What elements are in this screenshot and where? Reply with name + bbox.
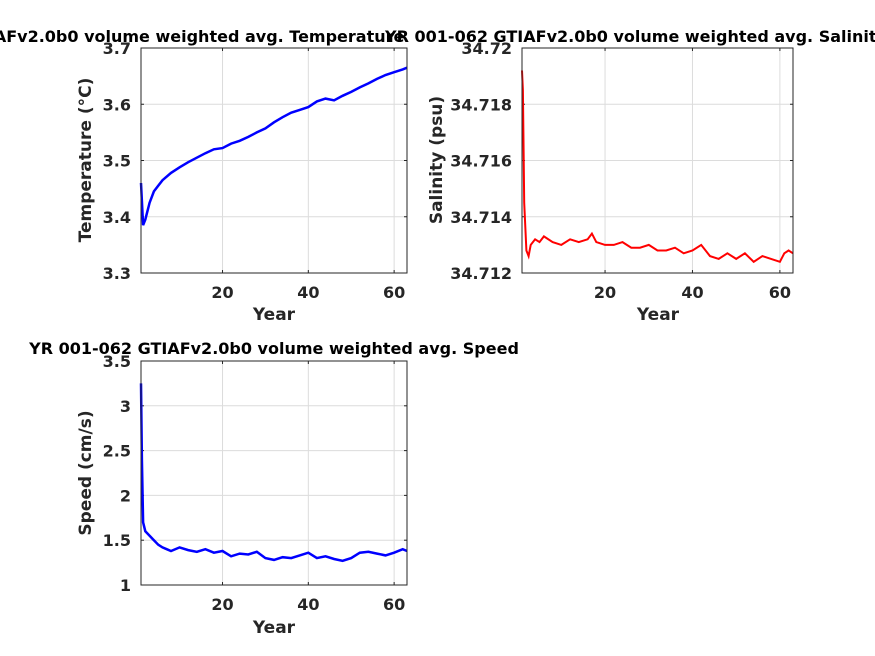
temperature-y-tick-label: 3.5 [103,152,131,171]
speed-y-tick-label: 2 [120,486,131,505]
speed-x-label: Year [252,618,296,638]
salinity-panel: 20 40 60 34.712 34.714 34.716 34.718 34.72 YR … [384,27,875,325]
speed-y-tick-label: 2.5 [103,442,131,461]
speed-x-ticks: 20 40 60 [211,361,405,614]
salinity-y-tick-label: 34.716 [450,152,512,171]
salinity-axes-frame [521,47,794,274]
speed-panel: YR 001-062 GTIAFv2.0b0 volume weighted a… [28,339,519,638]
temperature-y-tick-label: 3.6 [103,95,131,114]
temperature-series-line [139,66,408,226]
temperature-y-label: Temperature (°C) [76,78,96,243]
temperature-x-ticks: 20 40 60 [211,48,405,302]
speed-x-tick-label: 40 [297,595,319,614]
salinity-x-tick-label: 40 [681,283,703,302]
salinity-x-label: Year [636,305,680,325]
temperature-y-tick-label: 3.3 [103,264,131,283]
speed-y-tick-label: 3.5 [103,352,131,371]
temperature-y-tick-label: 3.7 [103,39,131,58]
speed-y-label: Speed (cm/s) [76,410,96,535]
temperature-title: YR 001-062 GTIAFv2.0b0 volume weighted a… [0,27,405,46]
temperature-panel: YR 001-062 GTIAFv2.0b0 volume weighted a… [0,27,408,325]
temperature-x-tick-label: 60 [383,283,405,302]
temperature-y-tick-label: 3.4 [103,208,131,227]
salinity-x-tick-label: 20 [594,283,616,302]
speed-plot-area [141,361,407,585]
speed-y-tick-label: 1.5 [103,531,131,550]
speed-x-tick-label: 20 [211,595,233,614]
salinity-y-tick-label: 34.72 [461,39,512,58]
temperature-x-tick-label: 20 [211,283,233,302]
salinity-x-tick-label: 60 [769,283,791,302]
speed-y-tick-label: 1 [120,576,131,595]
speed-x-tick-label: 60 [383,595,405,614]
speed-title: YR 001-062 GTIAFv2.0b0 volume weighted a… [28,339,519,358]
salinity-y-tick-label: 34.714 [450,208,512,227]
temperature-axes-frame [140,47,408,274]
speed-y-tick-label: 3 [120,397,131,416]
salinity-y-tick-label: 34.718 [450,95,512,114]
speed-series-line [139,383,408,563]
salinity-y-label: Salinity (psu) [427,96,447,224]
salinity-series-line [521,70,794,264]
salinity-y-tick-label: 34.712 [450,264,512,283]
temperature-x-label: Year [252,305,296,325]
salinity-y-ticks: 34.712 34.714 34.716 34.718 34.72 [450,39,793,283]
salinity-x-ticks: 20 40 60 [594,48,791,302]
speed-axes-frame [140,360,408,586]
salinity-title: YR 001-062 GTIAFv2.0b0 volume weighted a… [384,27,875,46]
temperature-x-tick-label: 40 [297,283,319,302]
